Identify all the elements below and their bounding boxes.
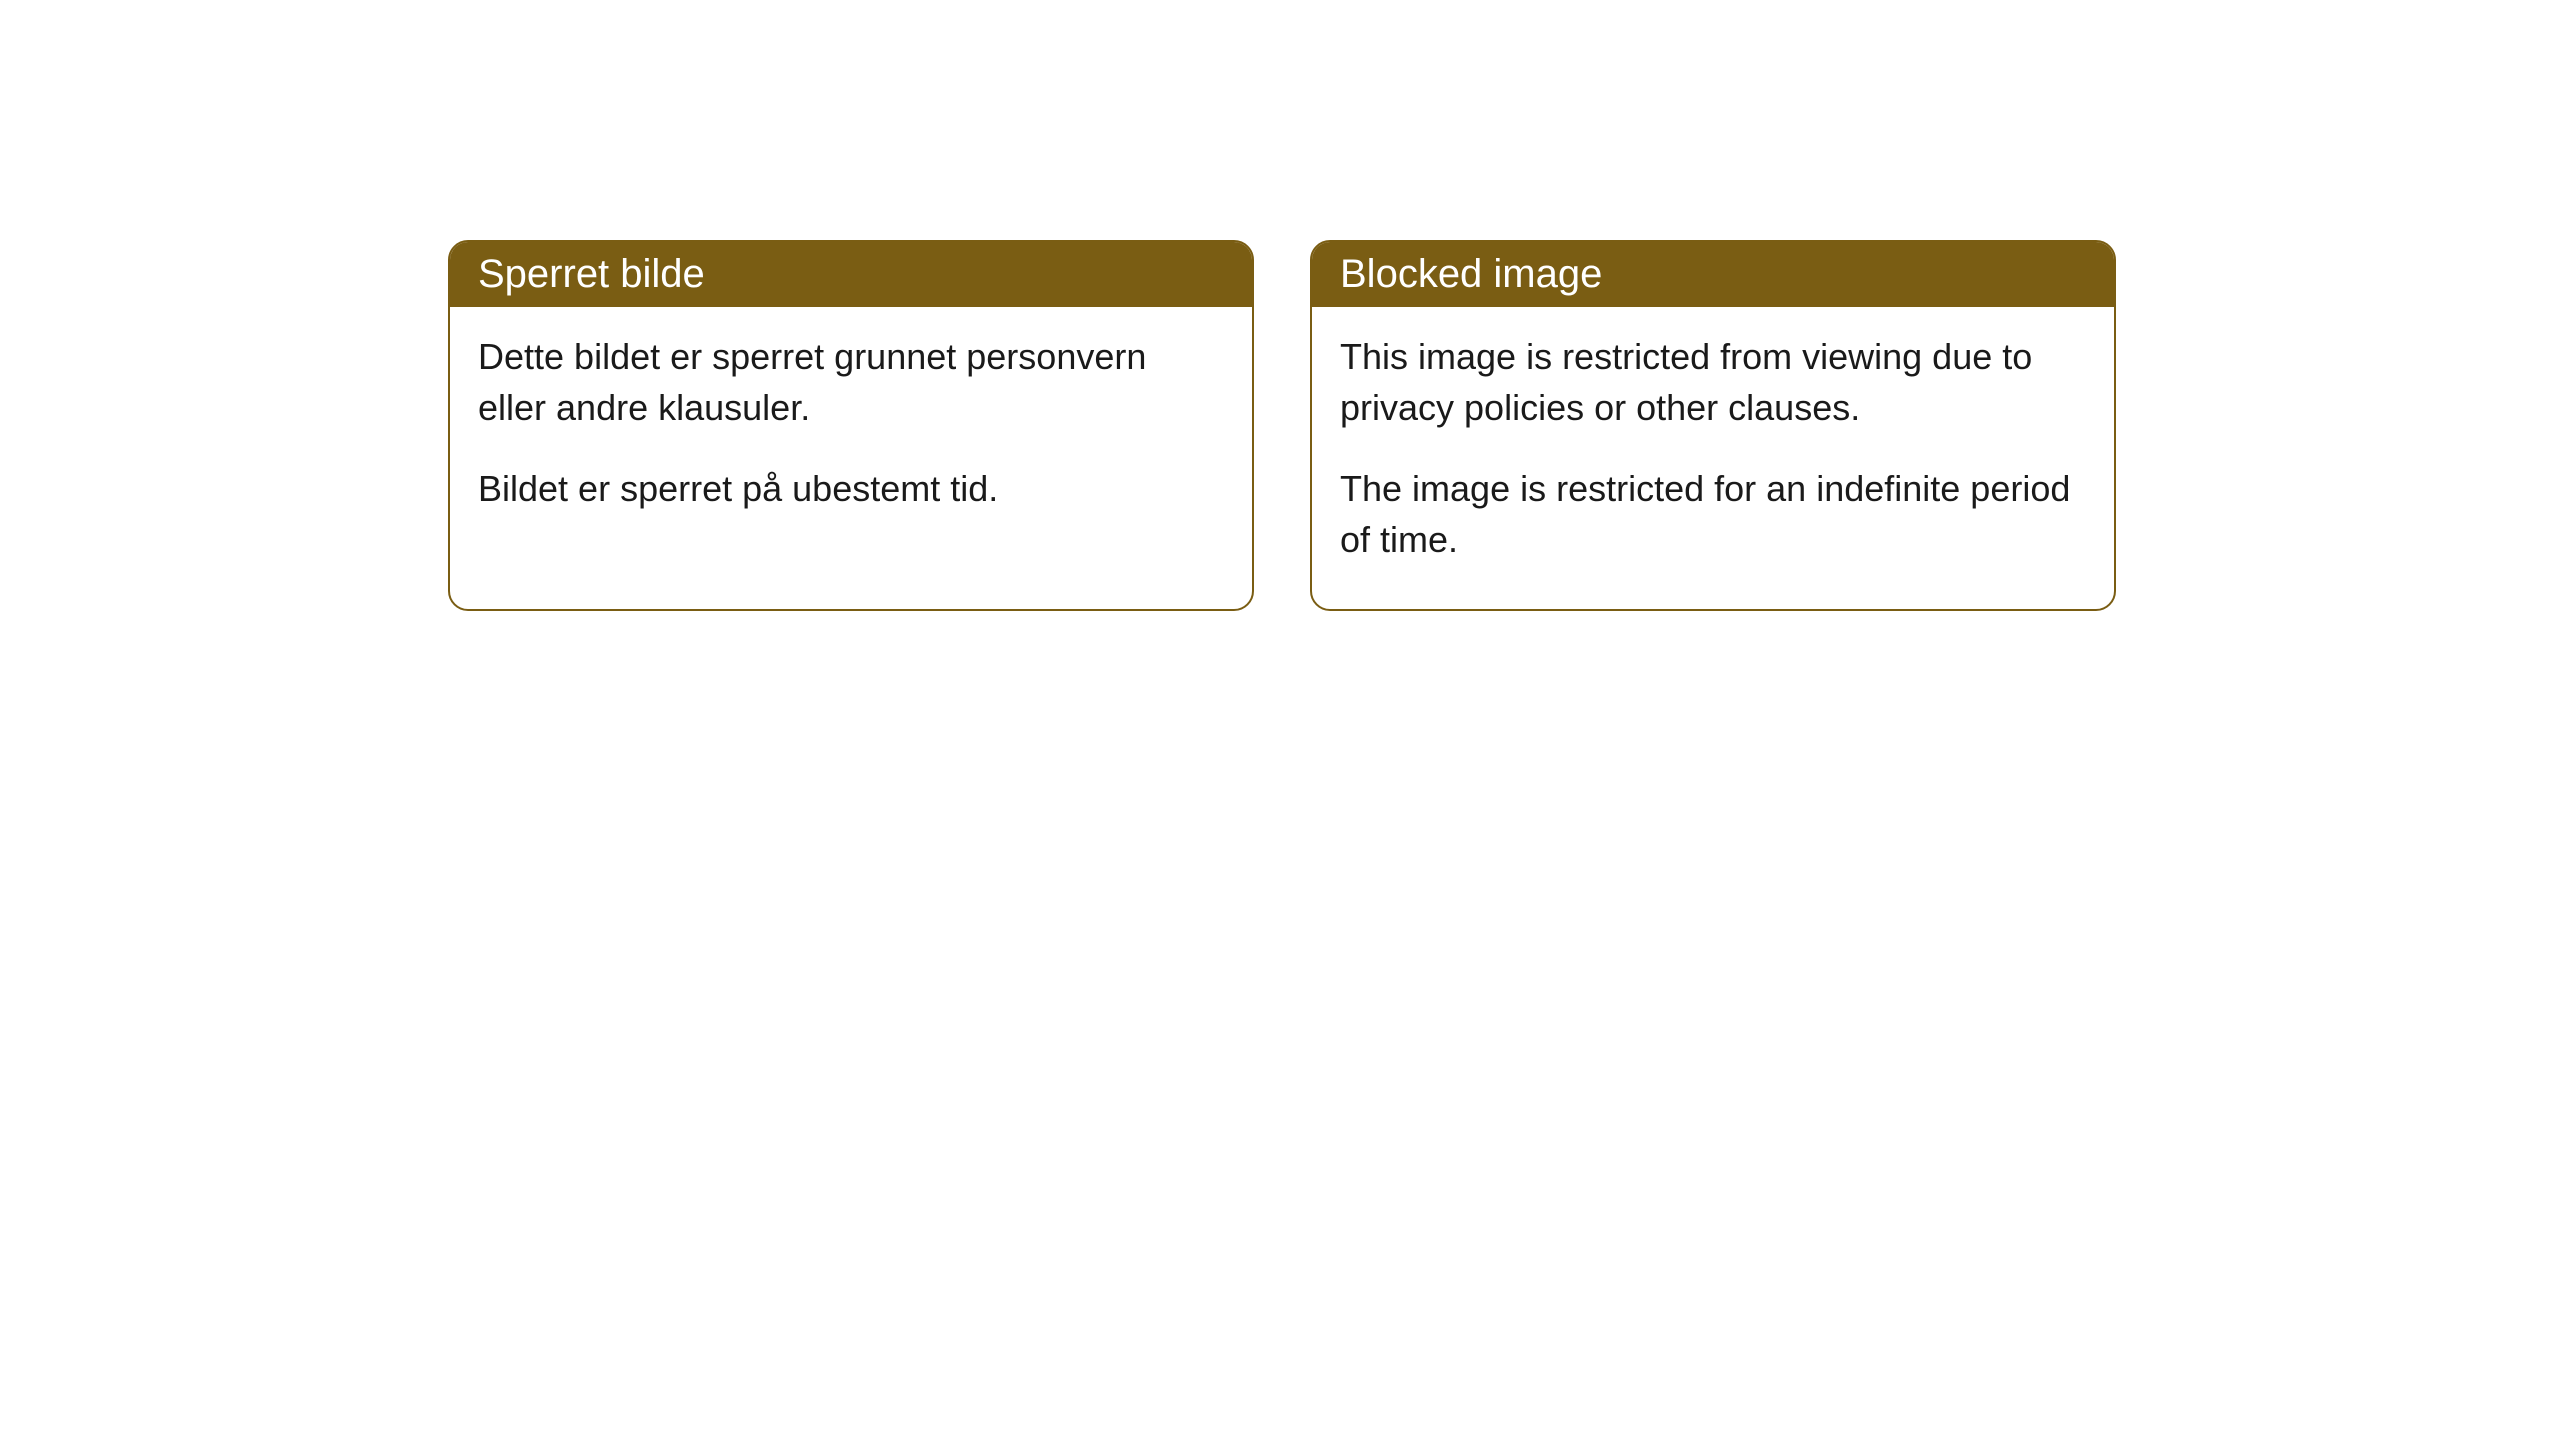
card-paragraph: Bildet er sperret på ubestemt tid.: [478, 463, 1224, 514]
notice-card-norwegian: Sperret bilde Dette bildet er sperret gr…: [448, 240, 1254, 611]
card-paragraph: This image is restricted from viewing du…: [1340, 331, 2086, 433]
card-header-norwegian: Sperret bilde: [450, 242, 1252, 307]
notice-cards-container: Sperret bilde Dette bildet er sperret gr…: [448, 240, 2116, 611]
card-paragraph: The image is restricted for an indefinit…: [1340, 463, 2086, 565]
card-body-english: This image is restricted from viewing du…: [1312, 307, 2114, 609]
card-header-english: Blocked image: [1312, 242, 2114, 307]
notice-card-english: Blocked image This image is restricted f…: [1310, 240, 2116, 611]
card-body-norwegian: Dette bildet er sperret grunnet personve…: [450, 307, 1252, 558]
card-paragraph: Dette bildet er sperret grunnet personve…: [478, 331, 1224, 433]
